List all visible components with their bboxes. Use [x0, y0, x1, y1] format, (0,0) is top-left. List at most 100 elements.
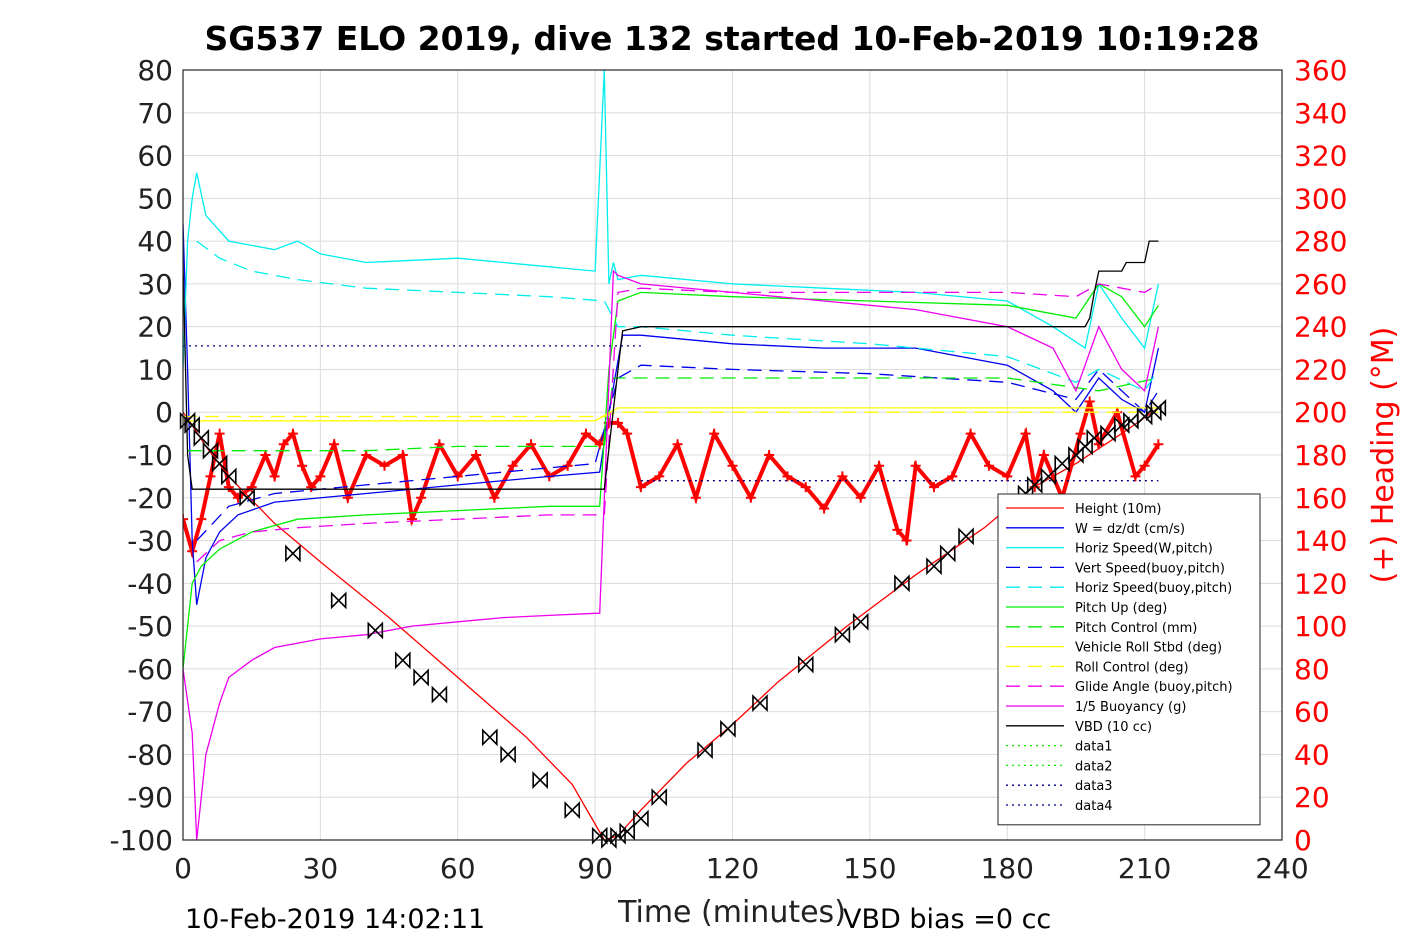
y-tick-label: 0 [155, 396, 173, 429]
dive-marker [395, 651, 411, 670]
x-axis-label: Time (minutes) [617, 895, 846, 930]
dive-marker [939, 544, 956, 563]
series-line [196, 240, 1159, 392]
right-tick-label: 280 [1294, 225, 1347, 258]
heading-point [306, 482, 317, 493]
dive-marker [720, 719, 736, 738]
legend-entry: Pitch Control (mm) [1075, 621, 1197, 636]
heading-point [709, 428, 720, 439]
heading-point [1002, 471, 1013, 482]
right-tick-label: 20 [1294, 781, 1330, 814]
heading-point [855, 492, 866, 503]
heading-point [397, 450, 408, 460]
heading-point [635, 482, 646, 493]
y-tick-label: 40 [137, 225, 173, 258]
heading-point [223, 482, 234, 493]
legend-entry: Glide Angle (buoy,pitch) [1075, 680, 1233, 695]
right-tick-label: 220 [1294, 353, 1347, 386]
marker-layer [179, 399, 1167, 849]
heading-point [983, 460, 994, 471]
heading-point [196, 514, 207, 525]
heading-line [183, 400, 1161, 559]
dive-marker [651, 788, 668, 807]
heading-point [315, 471, 326, 482]
y-tick-label: -70 [127, 696, 173, 729]
right-axis-ticks: 3603403203002802602402202001801601401201… [1294, 54, 1347, 857]
x-tick-label: 210 [1118, 852, 1171, 885]
legend-entry: W = dz/dt (cm/s) [1075, 522, 1185, 537]
y-tick-label: 70 [137, 97, 173, 130]
x-tick-label: 60 [440, 852, 476, 885]
heading-point [507, 460, 518, 471]
y-tick-label: -80 [127, 738, 173, 771]
heading-point [329, 439, 340, 450]
heading-point [1139, 460, 1150, 471]
legend-entry: Vehicle Roll Stbd (deg) [1075, 641, 1222, 656]
dive-marker [220, 467, 237, 486]
y-tick-label: -100 [109, 824, 173, 857]
heading-point [622, 428, 633, 439]
heading-point [246, 482, 257, 493]
heading-point [727, 460, 738, 471]
chart-title: SG537 ELO 2019, dive 132 started 10-Feb-… [205, 19, 1260, 58]
heading-point [819, 503, 830, 514]
x-tick-label: 30 [303, 852, 339, 885]
heading-point [1075, 428, 1086, 439]
dive-marker [330, 591, 347, 610]
y-tick-label: 80 [137, 54, 173, 87]
heading-point [782, 471, 793, 482]
heading-point [232, 492, 243, 503]
legend-entry: Pitch Up (deg) [1075, 601, 1167, 616]
dive-marker [184, 416, 200, 434]
y-axis-ticks: 80 70 60 50 40 30 20 10 0 -10 -20 -30 -40 -50 -60 -70 -8… [109, 54, 173, 857]
y-tick-label: -40 [127, 567, 173, 600]
x-tick-label: 150 [843, 852, 896, 885]
heading-point [205, 471, 216, 482]
x-tick-label: 120 [706, 852, 759, 885]
dive-marker [431, 685, 448, 704]
dive-marker [633, 809, 649, 828]
heading-point [1153, 439, 1164, 450]
right-tick-label: 340 [1294, 97, 1347, 130]
legend-entry: Vert Speed(buoy,pitch) [1075, 561, 1225, 576]
right-tick-label: 240 [1294, 311, 1347, 344]
right-tick-label: 40 [1294, 738, 1330, 771]
legend-entry: data2 [1075, 759, 1113, 774]
dive-marker [202, 441, 219, 460]
legend-entry: Height (10m) [1075, 502, 1161, 517]
right-axis-label: (+) Heading (°M) [1366, 327, 1401, 584]
right-tick-label: 300 [1294, 182, 1347, 215]
heading-point [297, 460, 308, 471]
right-tick-label: 320 [1294, 140, 1347, 173]
heading-point [837, 471, 848, 482]
dive-marker [797, 655, 814, 674]
right-tick-label: 60 [1294, 696, 1330, 729]
heading-point [361, 450, 372, 460]
legend-entry: Horiz Speed(buoy,pitch) [1075, 581, 1232, 596]
series-line [183, 407, 1159, 422]
series-line [183, 240, 1159, 490]
dive-marker [500, 745, 516, 764]
right-tick-label: 0 [1294, 824, 1312, 857]
heading-point [1084, 396, 1095, 407]
right-tick-label: 260 [1294, 268, 1347, 301]
dive-marker [1054, 454, 1070, 473]
right-tick-label: 140 [1294, 525, 1347, 558]
y-tick-label: -50 [127, 610, 173, 643]
heading-point [745, 492, 756, 503]
heading-point [287, 428, 298, 439]
dive-marker [211, 454, 228, 473]
dive-marker [894, 574, 910, 593]
right-tick-label: 160 [1294, 482, 1347, 515]
heading-point [269, 471, 280, 482]
legend-entry: Roll Control (deg) [1075, 660, 1189, 675]
legend-entry: VBD (10 cc) [1075, 720, 1152, 735]
y-tick-label: 20 [137, 311, 173, 344]
series-line [183, 70, 1160, 370]
heading-point [672, 439, 683, 450]
heading-point [764, 450, 775, 460]
heading-point [562, 460, 573, 471]
dive-marker [239, 488, 255, 507]
dive-marker [532, 771, 548, 790]
legend-entry: data1 [1075, 740, 1113, 755]
